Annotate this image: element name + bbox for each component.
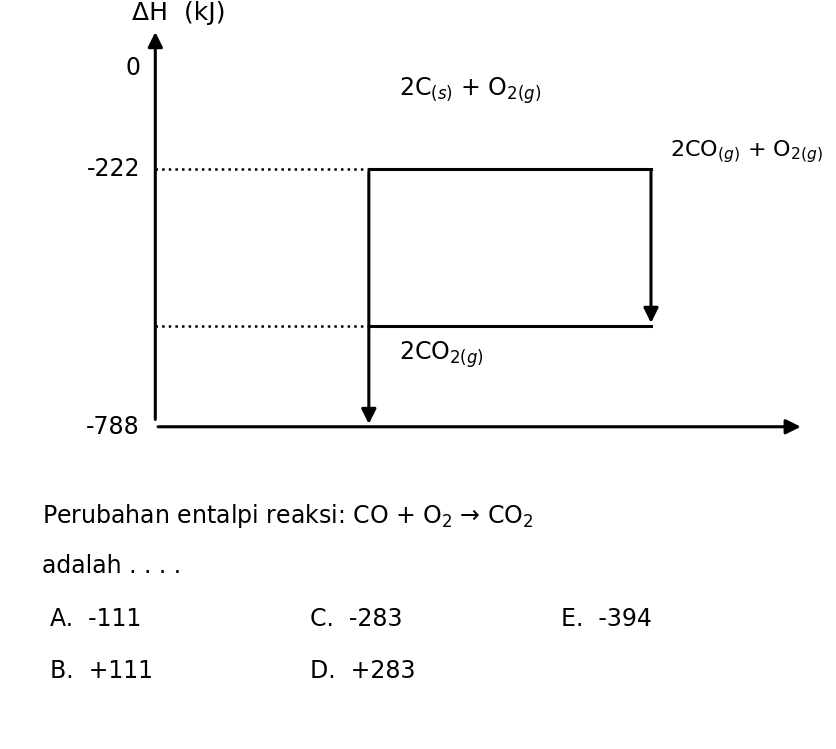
Text: A.  -111: A. -111 (50, 607, 141, 631)
Text: 0: 0 (125, 56, 140, 80)
Text: 2CO$_{(g)}$ + O$_{2(g)}$: 2CO$_{(g)}$ + O$_{2(g)}$ (670, 138, 823, 165)
Text: 2C$_{(s)}$ + O$_{2(g)}$: 2C$_{(s)}$ + O$_{2(g)}$ (399, 75, 541, 106)
Text: 2CO$_{2(g)}$: 2CO$_{2(g)}$ (399, 339, 484, 370)
Text: D.  +283: D. +283 (309, 659, 415, 683)
Text: C.  -283: C. -283 (309, 607, 402, 631)
Text: -788: -788 (86, 415, 140, 439)
Text: Perubahan entalpi reaksi: CO + O$_2$ → CO$_2$: Perubahan entalpi reaksi: CO + O$_2$ → C… (42, 502, 533, 530)
Text: B.  +111: B. +111 (50, 659, 153, 683)
Text: E.  -394: E. -394 (560, 607, 651, 631)
Text: ΔH  (kJ): ΔH (kJ) (132, 1, 226, 25)
Text: -222: -222 (86, 157, 140, 181)
Text: adalah . . . .: adalah . . . . (42, 554, 181, 578)
